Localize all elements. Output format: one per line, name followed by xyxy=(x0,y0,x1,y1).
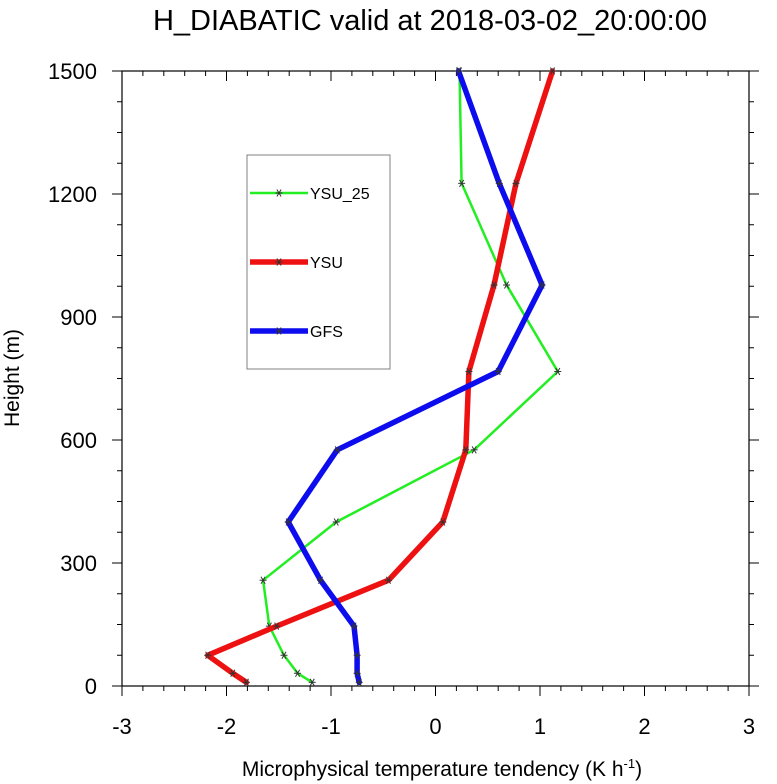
legend-item-ysu: YSU xyxy=(250,255,343,272)
x-axis-label-exponent: -1 xyxy=(624,756,636,771)
data-point-gfs xyxy=(496,179,502,188)
data-point-ysu-25 xyxy=(295,669,301,678)
data-point-ysu-25 xyxy=(309,678,315,687)
x-axis-label-close: ) xyxy=(635,758,642,781)
x-tick-label: 1 xyxy=(534,714,546,739)
data-point-ysu-25 xyxy=(260,576,266,584)
axes: -3 -2 -1 0 1 2 3 0 300 600 900 1200 1500 xyxy=(48,59,759,739)
data-point-ysu xyxy=(230,669,236,678)
data-point-ysu xyxy=(274,622,280,630)
series-layer xyxy=(204,67,562,687)
data-point-ysu xyxy=(243,678,249,687)
data-point-ysu-25 xyxy=(333,518,339,526)
x-tick-label: -3 xyxy=(112,714,132,739)
data-point-gfs xyxy=(354,669,360,678)
y-axis-label: Height (m) xyxy=(1,329,24,427)
x-tick-label: 0 xyxy=(429,714,441,739)
legend-label-gfs: GFS xyxy=(310,324,343,341)
y-tick-label: 0 xyxy=(85,674,97,699)
data-point-ysu xyxy=(550,67,556,75)
x-tick-label: -2 xyxy=(217,714,237,739)
data-point-ysu-25 xyxy=(281,651,287,660)
data-point-gfs xyxy=(356,678,362,687)
data-point-ysu-25 xyxy=(471,446,477,454)
plot-frame xyxy=(121,70,750,687)
legend-marker-ysu xyxy=(276,258,282,266)
data-point-ysu-25 xyxy=(504,281,510,289)
data-point-gfs xyxy=(455,67,462,75)
y-tick-label: 900 xyxy=(60,305,97,330)
data-point-ysu xyxy=(440,518,446,526)
y-tick-label: 1200 xyxy=(48,182,97,207)
data-point-gfs xyxy=(285,518,291,526)
legend: YSU_25 YSU GFS xyxy=(246,154,391,370)
data-point-ysu-25 xyxy=(555,367,561,376)
data-point-gfs xyxy=(351,622,357,630)
data-point-ysu xyxy=(463,446,469,454)
legend-label-ysu: YSU xyxy=(310,255,343,272)
data-point-ysu xyxy=(205,651,211,660)
data-point-gfs xyxy=(354,651,360,660)
data-point-gfs xyxy=(539,281,545,289)
data-point-gfs xyxy=(318,576,324,584)
chart-title: H_DIABATIC valid at 2018-03-02_20:00:00 xyxy=(153,5,707,37)
data-point-ysu xyxy=(385,576,392,584)
legend-items: YSU_25 YSU GFS xyxy=(250,186,370,341)
data-point-gfs xyxy=(334,446,340,454)
legend-item-gfs: GFS xyxy=(250,324,343,341)
x-axis-label-text: Microphysical temperature tendency (K h xyxy=(242,758,624,781)
legend-label-ysu-25: YSU_25 xyxy=(310,186,370,203)
legend-item-ysu-25: YSU_25 xyxy=(250,186,370,203)
data-point-ysu xyxy=(466,367,472,376)
y-tick-label: 300 xyxy=(60,551,97,576)
series-gfs xyxy=(284,67,546,687)
data-point-gfs xyxy=(495,367,501,376)
y-tick-label: 1500 xyxy=(48,59,97,84)
x-tick-label: 3 xyxy=(743,714,755,739)
legend-marker-gfs xyxy=(276,327,282,335)
series-ysu xyxy=(204,67,557,687)
legend-marker-ysu-25 xyxy=(276,189,282,197)
data-point-ysu xyxy=(491,281,497,289)
x-tick-label: -1 xyxy=(321,714,341,739)
series-ysu-25 xyxy=(259,67,562,687)
x-tick-label: 2 xyxy=(638,714,650,739)
data-point-ysu-25 xyxy=(459,179,465,188)
data-point-ysu xyxy=(513,179,519,188)
y-tick-label: 600 xyxy=(60,428,97,453)
x-axis-label: Microphysical temperature tendency (K h-… xyxy=(242,756,642,781)
